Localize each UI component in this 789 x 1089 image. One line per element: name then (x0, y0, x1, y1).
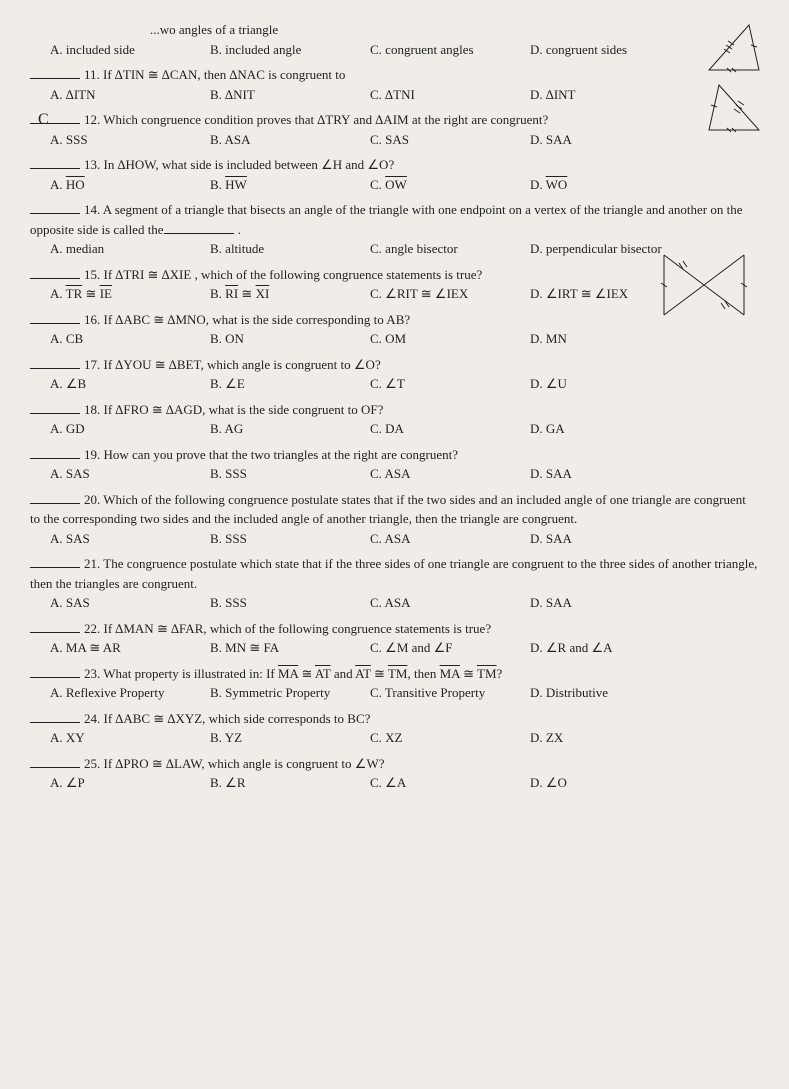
q13-text: 13. In ∆HOW, what side is included betwe… (84, 157, 394, 172)
q11-b: B. ∆NIT (210, 85, 340, 105)
q11-c: C. ∆TNI (370, 85, 500, 105)
written-answer-c: C (38, 108, 49, 132)
q20-b: B. SSS (210, 529, 340, 549)
q17-a: A. ∠B (50, 374, 180, 394)
q21-text: 21. The congruence postulate which state… (30, 556, 757, 591)
question-21: 21. The congruence postulate which state… (30, 554, 759, 613)
q15-d: D. ∠IRT ≅ ∠IEX (530, 284, 660, 304)
q24-c: C. XZ (370, 728, 500, 748)
q19-text: 19. How can you prove that the two trian… (84, 447, 458, 462)
q16-b: B. ON (210, 329, 340, 349)
q22-b: B. MN ≅ FA (210, 638, 340, 658)
q12-text: 12. Which congruence condition proves th… (84, 112, 548, 127)
q22-a: A. MA ≅ AR (50, 638, 180, 658)
q17-d: D. ∠U (530, 374, 660, 394)
q22-d: D. ∠R and ∠A (530, 638, 660, 658)
q21-a: A. SAS (50, 593, 180, 613)
q23-a: A. Reflexive Property (50, 683, 180, 703)
q23-c: C. Transitive Property (370, 683, 500, 703)
q18-text: 18. If ∆FRO ≅ ∆AGD, what is the side con… (84, 402, 383, 417)
q11-d: D. ∆INT (530, 85, 660, 105)
q18-c: C. DA (370, 419, 500, 439)
q25-c: C. ∠A (370, 773, 500, 793)
q14-c: C. angle bisector (370, 239, 500, 259)
q23-b: B. Symmetric Property (210, 683, 340, 703)
q18-b: B. AG (210, 419, 340, 439)
q16-c: C. OM (370, 329, 500, 349)
q12-a: A. SSS (50, 130, 180, 150)
q16-text: 16. If ∆ABC ≅ ∆MNO, what is the side cor… (84, 312, 410, 327)
q22-c: C. ∠M and ∠F (370, 638, 500, 658)
q24-d: D. ZX (530, 728, 660, 748)
q13-b: B. HW (210, 175, 340, 195)
q22-text: 22. If ∆MAN ≅ ∆FAR, which of the followi… (84, 621, 491, 636)
question-16: 16. If ∆ABC ≅ ∆MNO, what is the side cor… (30, 310, 759, 349)
question-12: C 12. Which congruence condition proves … (30, 110, 759, 149)
q17-b: B. ∠E (210, 374, 340, 394)
q24-a: A. XY (50, 728, 180, 748)
q19-c: C. ASA (370, 464, 500, 484)
q25-b: B. ∠R (210, 773, 340, 793)
q12-d: D. SAA (530, 130, 660, 150)
q16-a: A. CB (50, 329, 180, 349)
question-24: 24. If ∆ABC ≅ ∆XYZ, which side correspon… (30, 709, 759, 748)
opt-c: C. congruent angles (370, 40, 500, 60)
q23-d: D. Distributive (530, 683, 660, 703)
q14-a: A. median (50, 239, 180, 259)
q15-a: A. TR ≅ IE (50, 284, 180, 304)
q14-d: D. perpendicular bisector (530, 239, 662, 259)
q13-a: A. HO (50, 175, 180, 195)
q19-b: B. SSS (210, 464, 340, 484)
q16-d: D. MN (530, 329, 660, 349)
q20-d: D. SAA (530, 529, 660, 549)
q18-d: D. GA (530, 419, 660, 439)
question-18: 18. If ∆FRO ≅ ∆AGD, what is the side con… (30, 400, 759, 439)
question-19: 19. How can you prove that the two trian… (30, 445, 759, 484)
question-14: 14. A segment of a triangle that bisects… (30, 200, 759, 259)
q14-b: B. altitude (210, 239, 340, 259)
q17-c: C. ∠T (370, 374, 500, 394)
q12-b: B. ASA (210, 130, 340, 150)
q25-a: A. ∠P (50, 773, 180, 793)
q21-b: B. SSS (210, 593, 340, 613)
q20-c: C. ASA (370, 529, 500, 549)
opt-a: A. included side (50, 40, 180, 60)
q18-a: A. GD (50, 419, 180, 439)
q25-d: D. ∠O (530, 773, 660, 793)
q13-d: D. WO (530, 175, 660, 195)
question-11: 11. If ∆TIN ≅ ∆CAN, then ∆NAC is congrue… (30, 65, 759, 104)
q13-c: C. OW (370, 175, 500, 195)
q15-c: C. ∠RIT ≅ ∠IEX (370, 284, 500, 304)
q24-b: B. YZ (210, 728, 340, 748)
q24-text: 24. If ∆ABC ≅ ∆XYZ, which side correspon… (84, 711, 370, 726)
question-15: 15. If ∆TRI ≅ ∆XIE , which of the follow… (30, 265, 759, 304)
question-20: 20. Which of the following congruence po… (30, 490, 759, 549)
q11-a: A. ∆ITN (50, 85, 180, 105)
opt-b: B. included angle (210, 40, 340, 60)
q21-d: D. SAA (530, 593, 660, 613)
question-13: 13. In ∆HOW, what side is included betwe… (30, 155, 759, 194)
question-25: 25. If ∆PRO ≅ ∆LAW, which angle is congr… (30, 754, 759, 793)
q21-c: C. ASA (370, 593, 500, 613)
partial-question-top: ...wo angles of a triangle A. included s… (30, 20, 759, 59)
question-23: 23. What property is illustrated in: If … (30, 664, 759, 703)
question-22: 22. If ∆MAN ≅ ∆FAR, which of the followi… (30, 619, 759, 658)
q11-text: 11. If ∆TIN ≅ ∆CAN, then ∆NAC is congrue… (84, 67, 345, 82)
q15-b: B. RI ≅ XI (210, 284, 340, 304)
q15-text: 15. If ∆TRI ≅ ∆XIE , which of the follow… (84, 267, 482, 282)
q20-a: A. SAS (50, 529, 180, 549)
q19-a: A. SAS (50, 464, 180, 484)
q17-text: 17. If ∆YOU ≅ ∆BET, which angle is congr… (84, 357, 381, 372)
q19-d: D. SAA (530, 464, 660, 484)
q25-text: 25. If ∆PRO ≅ ∆LAW, which angle is congr… (84, 756, 385, 771)
opt-d: D. congruent sides (530, 40, 660, 60)
q14-text: 14. A segment of a triangle that bisects… (30, 202, 742, 237)
q12-c: C. SAS (370, 130, 500, 150)
q20-text: 20. Which of the following congruence po… (30, 492, 746, 527)
question-17: 17. If ∆YOU ≅ ∆BET, which angle is congr… (30, 355, 759, 394)
